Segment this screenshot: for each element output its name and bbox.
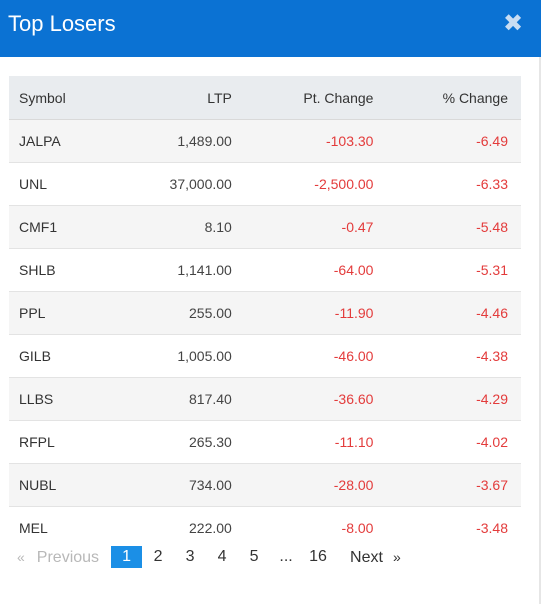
cell-pct-change: -4.46: [386, 291, 521, 335]
table-row[interactable]: MEL 222.00 -8.00 -3.48: [9, 506, 521, 549]
column-header-pct-change[interactable]: % Change: [386, 76, 521, 120]
page-button-16[interactable]: 16: [309, 548, 327, 565]
pagination-ellipsis: ...: [279, 548, 293, 565]
next-page-button[interactable]: Next »: [350, 545, 401, 570]
cell-pt-change: -8.00: [341, 520, 374, 536]
table-row[interactable]: NUBL 734.00 -28.00 -3.67: [9, 463, 521, 507]
modal-title: Top Losers: [8, 11, 116, 36]
cell-symbol: JALPA: [9, 119, 116, 163]
cell-ltp: 817.40: [115, 377, 245, 421]
next-label: Next: [350, 548, 383, 566]
scroll-edge: [539, 57, 541, 604]
cell-pct-change: -3.67: [386, 463, 521, 507]
cell-pt-change: -103.30: [244, 119, 387, 163]
cell-symbol: MEL: [19, 520, 48, 536]
cell-ltp: 37,000.00: [115, 162, 245, 206]
cell-symbol: UNL: [9, 162, 116, 206]
close-icon[interactable]: ✖: [503, 10, 524, 37]
pagination: « Previous 1 2 3 4 5 ... 16 Next »: [17, 545, 401, 569]
cell-ltp: 1,005.00: [115, 334, 245, 378]
page-button-1[interactable]: 1: [111, 546, 143, 568]
table-row[interactable]: RFPL 265.30 -11.10 -4.02: [9, 420, 521, 464]
table-row[interactable]: GILB 1,005.00 -46.00 -4.38: [9, 334, 521, 378]
cell-symbol: PPL: [9, 291, 116, 335]
cell-pt-change: -46.00: [244, 334, 387, 378]
cell-pct-change: -4.02: [386, 420, 521, 464]
cell-ltp: 734.00: [115, 463, 245, 507]
column-header-ltp[interactable]: LTP: [115, 76, 245, 120]
cell-symbol: LLBS: [9, 377, 116, 421]
page-button-2[interactable]: 2: [153, 548, 163, 565]
cell-symbol: CMF1: [9, 205, 116, 249]
cell-pt-change: -64.00: [244, 248, 387, 292]
table-row[interactable]: UNL 37,000.00 -2,500.00 -6.33: [9, 162, 521, 206]
cell-ltp: 8.10: [115, 205, 245, 249]
modal-header: Top Losers ✖: [0, 0, 541, 57]
cell-ltp: 1,141.00: [115, 248, 245, 292]
cell-ltp: 222.00: [189, 520, 232, 536]
cell-pct-change: -5.48: [386, 205, 521, 249]
cell-pct-change: -3.48: [476, 520, 508, 536]
cell-symbol: GILB: [9, 334, 116, 378]
table-row[interactable]: LLBS 817.40 -36.60 -4.29: [9, 377, 521, 421]
previous-page-button: « Previous: [17, 545, 99, 570]
cell-pct-change: -6.33: [386, 162, 521, 206]
cell-pct-change: -4.38: [386, 334, 521, 378]
column-header-symbol[interactable]: Symbol: [9, 76, 116, 120]
cell-pct-change: -6.49: [386, 119, 521, 163]
cell-ltp: 255.00: [115, 291, 245, 335]
cell-pct-change: -4.29: [386, 377, 521, 421]
cell-pt-change: -11.10: [244, 420, 387, 464]
cell-symbol: SHLB: [9, 248, 116, 292]
cell-symbol: RFPL: [9, 420, 116, 464]
cell-pt-change: -11.90: [244, 291, 387, 335]
cell-ltp: 1,489.00: [115, 119, 245, 163]
table-row[interactable]: CMF1 8.10 -0.47 -5.48: [9, 205, 521, 249]
losers-table-container: Symbol LTP Pt. Change % Change JALPA 1,4…: [9, 76, 521, 549]
table-header-row: Symbol LTP Pt. Change % Change: [9, 76, 521, 120]
cell-pt-change: -0.47: [244, 205, 387, 249]
cell-pct-change: -5.31: [386, 248, 521, 292]
page-button-3[interactable]: 3: [185, 548, 195, 565]
cell-pt-change: -28.00: [244, 463, 387, 507]
table-row[interactable]: SHLB 1,141.00 -64.00 -5.31: [9, 248, 521, 292]
losers-table: Symbol LTP Pt. Change % Change JALPA 1,4…: [9, 76, 521, 549]
page-button-5[interactable]: 5: [249, 548, 259, 565]
page-button-4[interactable]: 4: [217, 548, 227, 565]
cell-symbol: NUBL: [9, 463, 116, 507]
table-row[interactable]: JALPA 1,489.00 -103.30 -6.49: [9, 119, 521, 163]
double-chevron-right-icon: »: [392, 548, 401, 565]
column-header-pt-change[interactable]: Pt. Change: [244, 76, 387, 120]
cell-pt-change: -2,500.00: [244, 162, 387, 206]
cell-ltp: 265.30: [115, 420, 245, 464]
cell-pt-change: -36.60: [244, 377, 387, 421]
double-chevron-left-icon: «: [17, 548, 25, 565]
table-row[interactable]: PPL 255.00 -11.90 -4.46: [9, 291, 521, 335]
previous-label: Previous: [36, 548, 100, 566]
